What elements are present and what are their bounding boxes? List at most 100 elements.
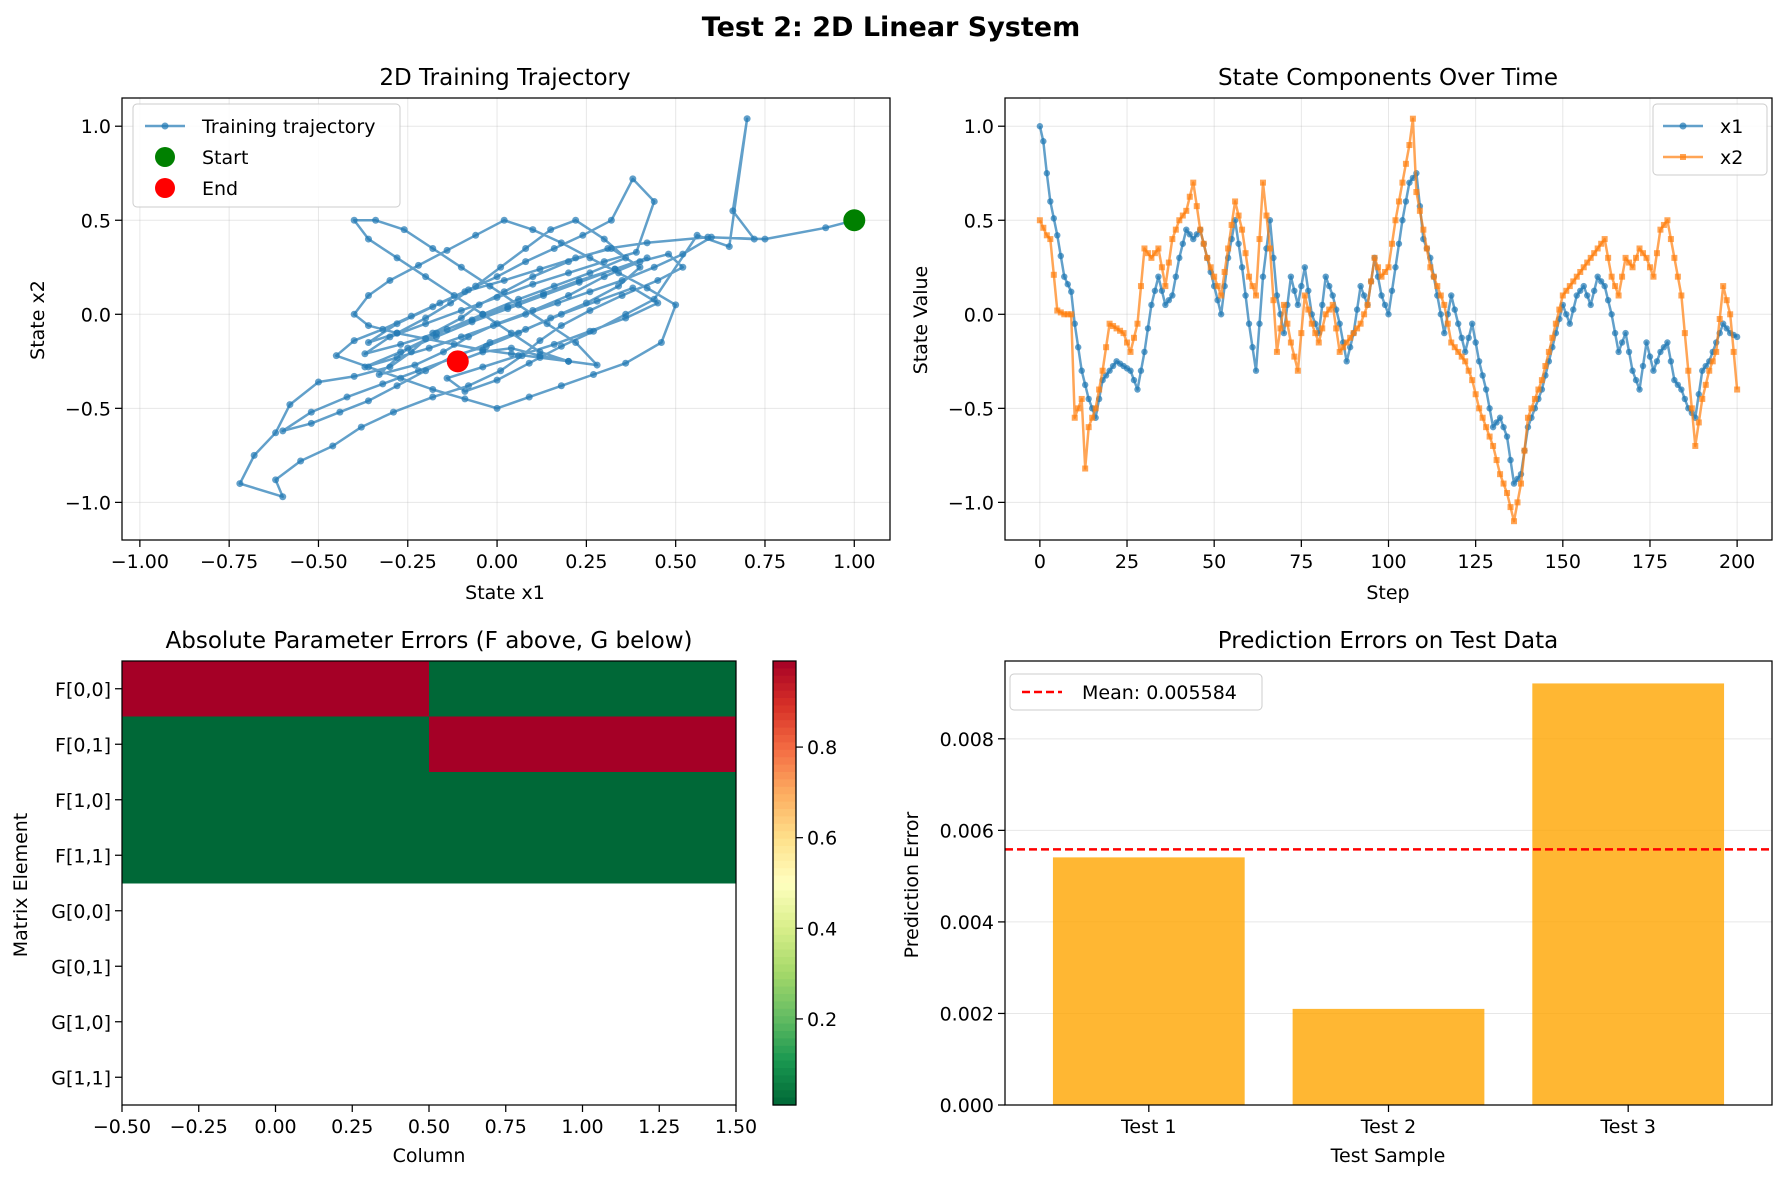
series-x2-point (1082, 465, 1089, 472)
colorbar-segment (773, 1097, 796, 1106)
series-x2-point (1476, 405, 1483, 412)
trajectory-point (407, 312, 415, 320)
trajectory-point (547, 226, 555, 234)
trajectory-point (515, 295, 523, 303)
trajectory-xlabel: State x1 (465, 582, 545, 604)
series-x2-point (1068, 311, 1075, 318)
trajectory-point (493, 376, 501, 384)
series-x1-point (1597, 278, 1605, 285)
colorbar-segment (773, 683, 796, 692)
param-errors-xtick-label: 1.00 (561, 1116, 603, 1138)
series-x1-point (1699, 367, 1706, 374)
param-errors-panel: Absolute Parameter Errors (F above, G be… (10, 628, 837, 1167)
series-x1-point (1482, 386, 1490, 393)
series-x1-point (1566, 320, 1573, 327)
colorbar-segment (773, 1053, 796, 1062)
colorbar-segment (773, 994, 796, 1002)
series-x2-point (1427, 264, 1434, 271)
pred-errors-xlabel: Test Sample (1330, 1145, 1446, 1167)
trajectory-point (629, 284, 637, 292)
colorbar-segment (773, 1038, 796, 1047)
series-x1-point (1259, 273, 1267, 280)
trajectory-point (600, 235, 608, 243)
heatmap-cell (122, 661, 429, 717)
series-x1-point (1719, 320, 1727, 327)
trajectory-xtick-label: 1.00 (833, 551, 875, 573)
series-x2-point (1162, 283, 1169, 290)
series-x1-point (1301, 264, 1309, 271)
colorbar-segment (773, 764, 796, 773)
series-x2-point (1713, 348, 1720, 355)
trajectory-point (375, 370, 383, 378)
series-x1-point (1455, 320, 1462, 327)
trajectory-point (393, 329, 401, 337)
trajectory-point (457, 314, 465, 322)
colorbar-segment (773, 712, 796, 721)
series-x2-point (1103, 344, 1110, 351)
trajectory-point (272, 429, 280, 437)
series-x2-point (1144, 250, 1151, 257)
trajectory-point (707, 233, 715, 241)
series-x2-point (1120, 330, 1127, 337)
legend-x1-marker (1679, 122, 1687, 130)
series-x2-point (1437, 292, 1444, 299)
colorbar-segment (773, 698, 796, 706)
series-x1-point (1151, 287, 1159, 294)
trajectory-point (450, 340, 458, 348)
series-x2-point (1678, 292, 1685, 299)
series-x2-point (1490, 442, 1497, 449)
trajectory-point (572, 254, 580, 262)
trajectory-point (650, 263, 658, 271)
trajectory-point (429, 244, 437, 252)
trajectory-point (572, 216, 580, 224)
trajectory-point (472, 282, 480, 290)
series-x2-point (1357, 320, 1364, 327)
series-x1-point (1733, 333, 1741, 341)
series-x1-point (1106, 367, 1113, 374)
trajectory-point (472, 231, 480, 239)
heatmap-cell (429, 827, 736, 884)
series-x1-point (1378, 292, 1385, 299)
series-x2-point (1378, 273, 1385, 280)
trajectory-point (422, 335, 430, 343)
param-errors-xtick-label: 1.25 (638, 1116, 680, 1138)
series-x2-point (1692, 442, 1699, 449)
series-x2-point (1085, 424, 1092, 431)
colorbar-segment (773, 883, 796, 891)
series-x2-point (1657, 226, 1664, 233)
colorbar-segment (773, 749, 796, 758)
trajectory-point (557, 310, 565, 318)
trajectory-point (343, 393, 351, 401)
series-x1-point (1346, 344, 1354, 351)
series-x2-point (1720, 283, 1727, 290)
series-x2-point (1667, 236, 1674, 243)
series-x1-point (1636, 386, 1643, 393)
trajectory-point (386, 363, 394, 371)
series-x1-point (1179, 240, 1187, 247)
trajectory-point (497, 263, 505, 271)
trajectory-xtick-label: 0.50 (655, 551, 697, 573)
series-x2-point (1382, 268, 1389, 275)
trajectory-point (414, 261, 422, 269)
trajectory-point (500, 276, 508, 284)
series-x1-point (1141, 348, 1148, 356)
trajectory-point (557, 322, 565, 330)
trajectory-point (314, 378, 322, 386)
series-x2-point (1113, 325, 1120, 332)
series-x2-point (1458, 353, 1465, 360)
series-x2-point (1406, 142, 1413, 149)
series-x1-point (1479, 372, 1486, 379)
series-x1-point (1451, 306, 1458, 313)
series-x1-point (1577, 287, 1584, 294)
param-errors-xtick-label: −0.25 (170, 1116, 228, 1138)
trajectory-ylabel: State x2 (27, 280, 49, 360)
series-x2-point (1556, 306, 1563, 313)
trajectory-point (329, 442, 337, 450)
series-x2-point (1266, 245, 1273, 252)
trajectory-point (540, 290, 548, 298)
trajectory-point (515, 329, 523, 337)
trajectory-point (439, 348, 447, 356)
series-x2-point (1319, 325, 1326, 332)
trajectory-point (357, 423, 365, 431)
trajectory-point (393, 254, 401, 262)
